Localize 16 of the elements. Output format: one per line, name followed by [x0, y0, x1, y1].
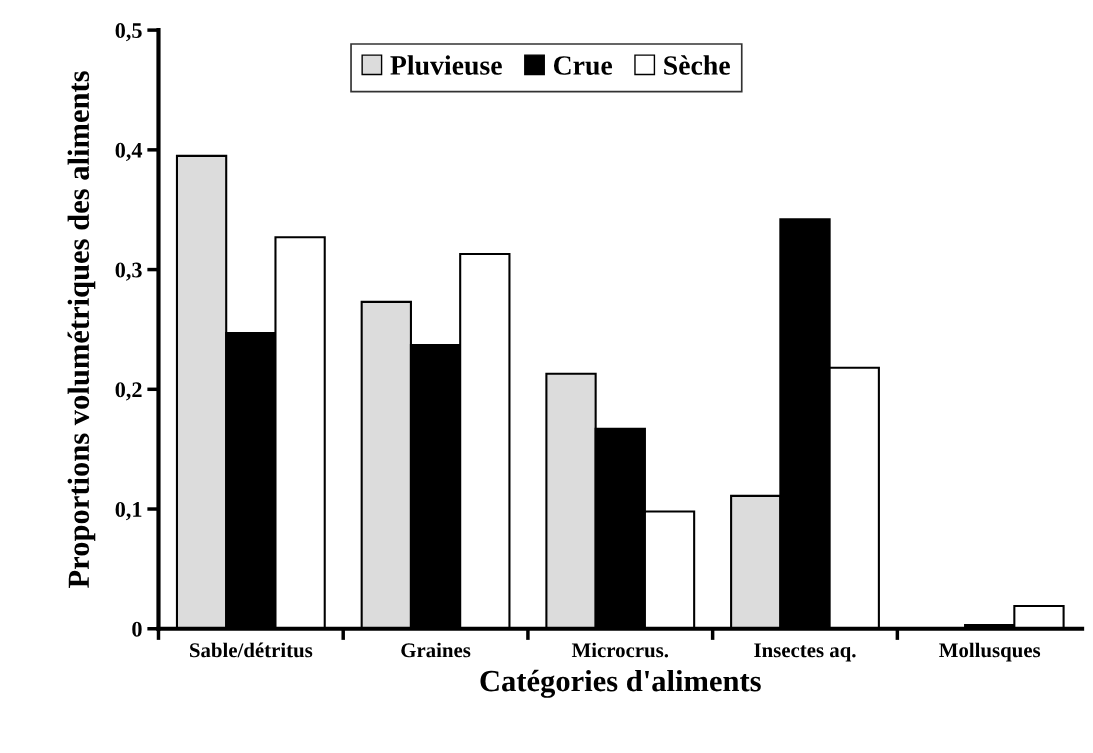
legend-label: Crue	[553, 56, 613, 75]
y-tick-label: 0	[132, 621, 142, 637]
y-tick-label: 0,2	[115, 382, 142, 401]
x-tick-label: Insectes aq.	[754, 643, 856, 662]
y-tick-label: 0,5	[115, 23, 142, 42]
x-tick-label: Sable/détritus	[190, 642, 313, 658]
x-tick-label: Graines	[401, 642, 471, 658]
y-axis-title: Proportions volumétriques des aliments	[67, 71, 96, 588]
y-tick-label: 0,4	[115, 142, 143, 161]
x-axis-title: Catégories d'aliments	[480, 669, 761, 698]
x-tick-label: Mollusques	[939, 642, 1041, 662]
legend-label: Sèche	[664, 55, 730, 75]
legend-label: Pluvieuse	[390, 55, 502, 75]
y-tick-label: 0,3	[115, 262, 142, 281]
x-tick-label: Microcrus.	[571, 642, 669, 658]
y-tick-label: 0,1	[115, 501, 142, 521]
